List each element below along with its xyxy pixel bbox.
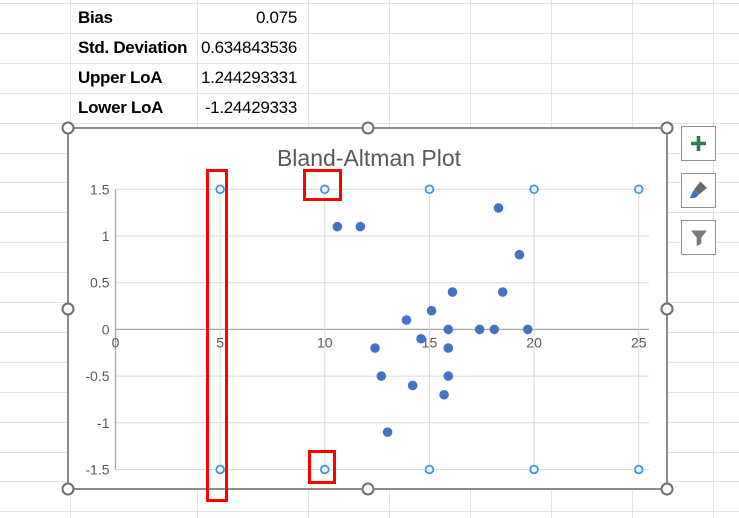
loa-marker[interactable] xyxy=(215,464,225,475)
data-point[interactable] xyxy=(382,427,393,437)
cell-gridline xyxy=(713,0,714,518)
x-tick-label: 5 xyxy=(216,334,224,350)
stat-value-std-deviation[interactable]: 0.634843536 xyxy=(201,37,297,57)
y-tick-label: -1.5 xyxy=(85,462,109,478)
y-tick-label: 1 xyxy=(102,228,110,244)
loa-marker[interactable] xyxy=(424,184,435,195)
data-point[interactable] xyxy=(439,389,449,400)
stat-label-lower-loa[interactable]: Lower LoA xyxy=(78,97,164,117)
loa-marker[interactable] xyxy=(633,184,644,195)
selection-handle[interactable] xyxy=(660,302,674,315)
y-tick-label: 0 xyxy=(102,321,110,337)
loa-marker[interactable] xyxy=(320,184,330,195)
table-row: Std. Deviation 0.634843536 xyxy=(0,33,310,63)
cell-gridline xyxy=(0,92,739,94)
data-point[interactable] xyxy=(355,221,366,232)
selection-handle[interactable] xyxy=(660,121,674,135)
data-point[interactable] xyxy=(443,324,454,335)
selection-handle[interactable] xyxy=(361,121,374,135)
stat-label-std-deviation[interactable]: Std. Deviation xyxy=(78,37,188,57)
loa-marker[interactable] xyxy=(529,464,539,475)
data-point[interactable] xyxy=(489,324,500,335)
cell-gridline xyxy=(0,3,739,4)
stat-value-bias[interactable]: 0.075 xyxy=(255,8,297,27)
brush-icon xyxy=(689,181,707,199)
cell-gridline xyxy=(0,62,739,64)
data-point[interactable] xyxy=(474,324,485,335)
cell-gridline xyxy=(0,511,739,513)
data-point[interactable] xyxy=(523,324,533,335)
loa-marker[interactable] xyxy=(215,184,225,195)
highlight-box-upper-loa-x10[interactable] xyxy=(303,169,342,201)
data-point[interactable] xyxy=(426,305,437,316)
chart-styles-button[interactable] xyxy=(681,173,716,208)
table-row: Bias 0.075 xyxy=(0,3,310,33)
chart-filters-button[interactable] xyxy=(681,220,716,255)
data-point[interactable] xyxy=(370,343,380,353)
x-tick-label: 20 xyxy=(526,334,542,350)
y-tick-label: -1 xyxy=(97,415,110,431)
selection-handle[interactable] xyxy=(61,482,75,496)
x-tick-label: 25 xyxy=(631,334,647,350)
loa-marker[interactable] xyxy=(529,184,539,195)
data-point[interactable] xyxy=(447,287,458,297)
data-point[interactable] xyxy=(443,371,454,381)
loa-marker[interactable] xyxy=(633,464,644,475)
y-tick-label: 1.5 xyxy=(90,181,110,197)
bland-altman-chart[interactable]: 1.510.50-0.5-1-1.50 5 10 15 20 25Bland-Altman… xyxy=(69,129,666,488)
table-row: Lower LoA -1.24429333 xyxy=(0,93,310,123)
data-point[interactable] xyxy=(443,343,454,353)
y-tick-label: 0.5 xyxy=(90,275,110,291)
data-point[interactable] xyxy=(497,287,508,297)
table-row: Upper LoA 1.244293331 xyxy=(0,63,310,93)
selection-handle[interactable] xyxy=(61,302,75,315)
selection-handle[interactable] xyxy=(361,482,374,496)
x-tick-label: 0 xyxy=(112,334,120,350)
data-point[interactable] xyxy=(416,333,426,344)
cell-gridline xyxy=(0,32,739,34)
stat-label-bias[interactable]: Bias xyxy=(78,8,113,27)
loa-marker[interactable] xyxy=(320,464,330,475)
data-point[interactable] xyxy=(514,249,525,260)
selection-handle[interactable] xyxy=(660,482,674,496)
chart-title[interactable]: Bland-Altman Plot xyxy=(277,145,462,171)
data-point[interactable] xyxy=(407,380,418,391)
x-tick-label: 10 xyxy=(317,334,333,350)
funnel-icon xyxy=(690,230,707,246)
data-point[interactable] xyxy=(376,371,387,381)
plus-icon xyxy=(691,136,706,151)
stat-value-upper-loa[interactable]: 1.244293331 xyxy=(201,67,297,87)
selection-handle[interactable] xyxy=(61,121,75,135)
chart-area[interactable]: 1.5 1 0.5 0 -0.5 -1 -1.5 0 5 10 15 20 25 Bland-Altman… xyxy=(67,127,668,490)
data-point[interactable] xyxy=(493,203,504,213)
loa-marker[interactable] xyxy=(424,464,435,475)
data-point[interactable] xyxy=(401,315,412,325)
y-tick-label: -0.5 xyxy=(85,368,109,384)
highlight-box-lower-loa-x10[interactable] xyxy=(308,450,336,484)
stat-value-lower-loa[interactable]: -1.24429333 xyxy=(204,97,297,117)
highlight-box-x5-column[interactable] xyxy=(206,169,228,502)
chart-elements-button[interactable] xyxy=(681,126,716,161)
stat-label-upper-loa[interactable]: Upper LoA xyxy=(78,67,163,87)
data-point[interactable] xyxy=(332,221,343,232)
